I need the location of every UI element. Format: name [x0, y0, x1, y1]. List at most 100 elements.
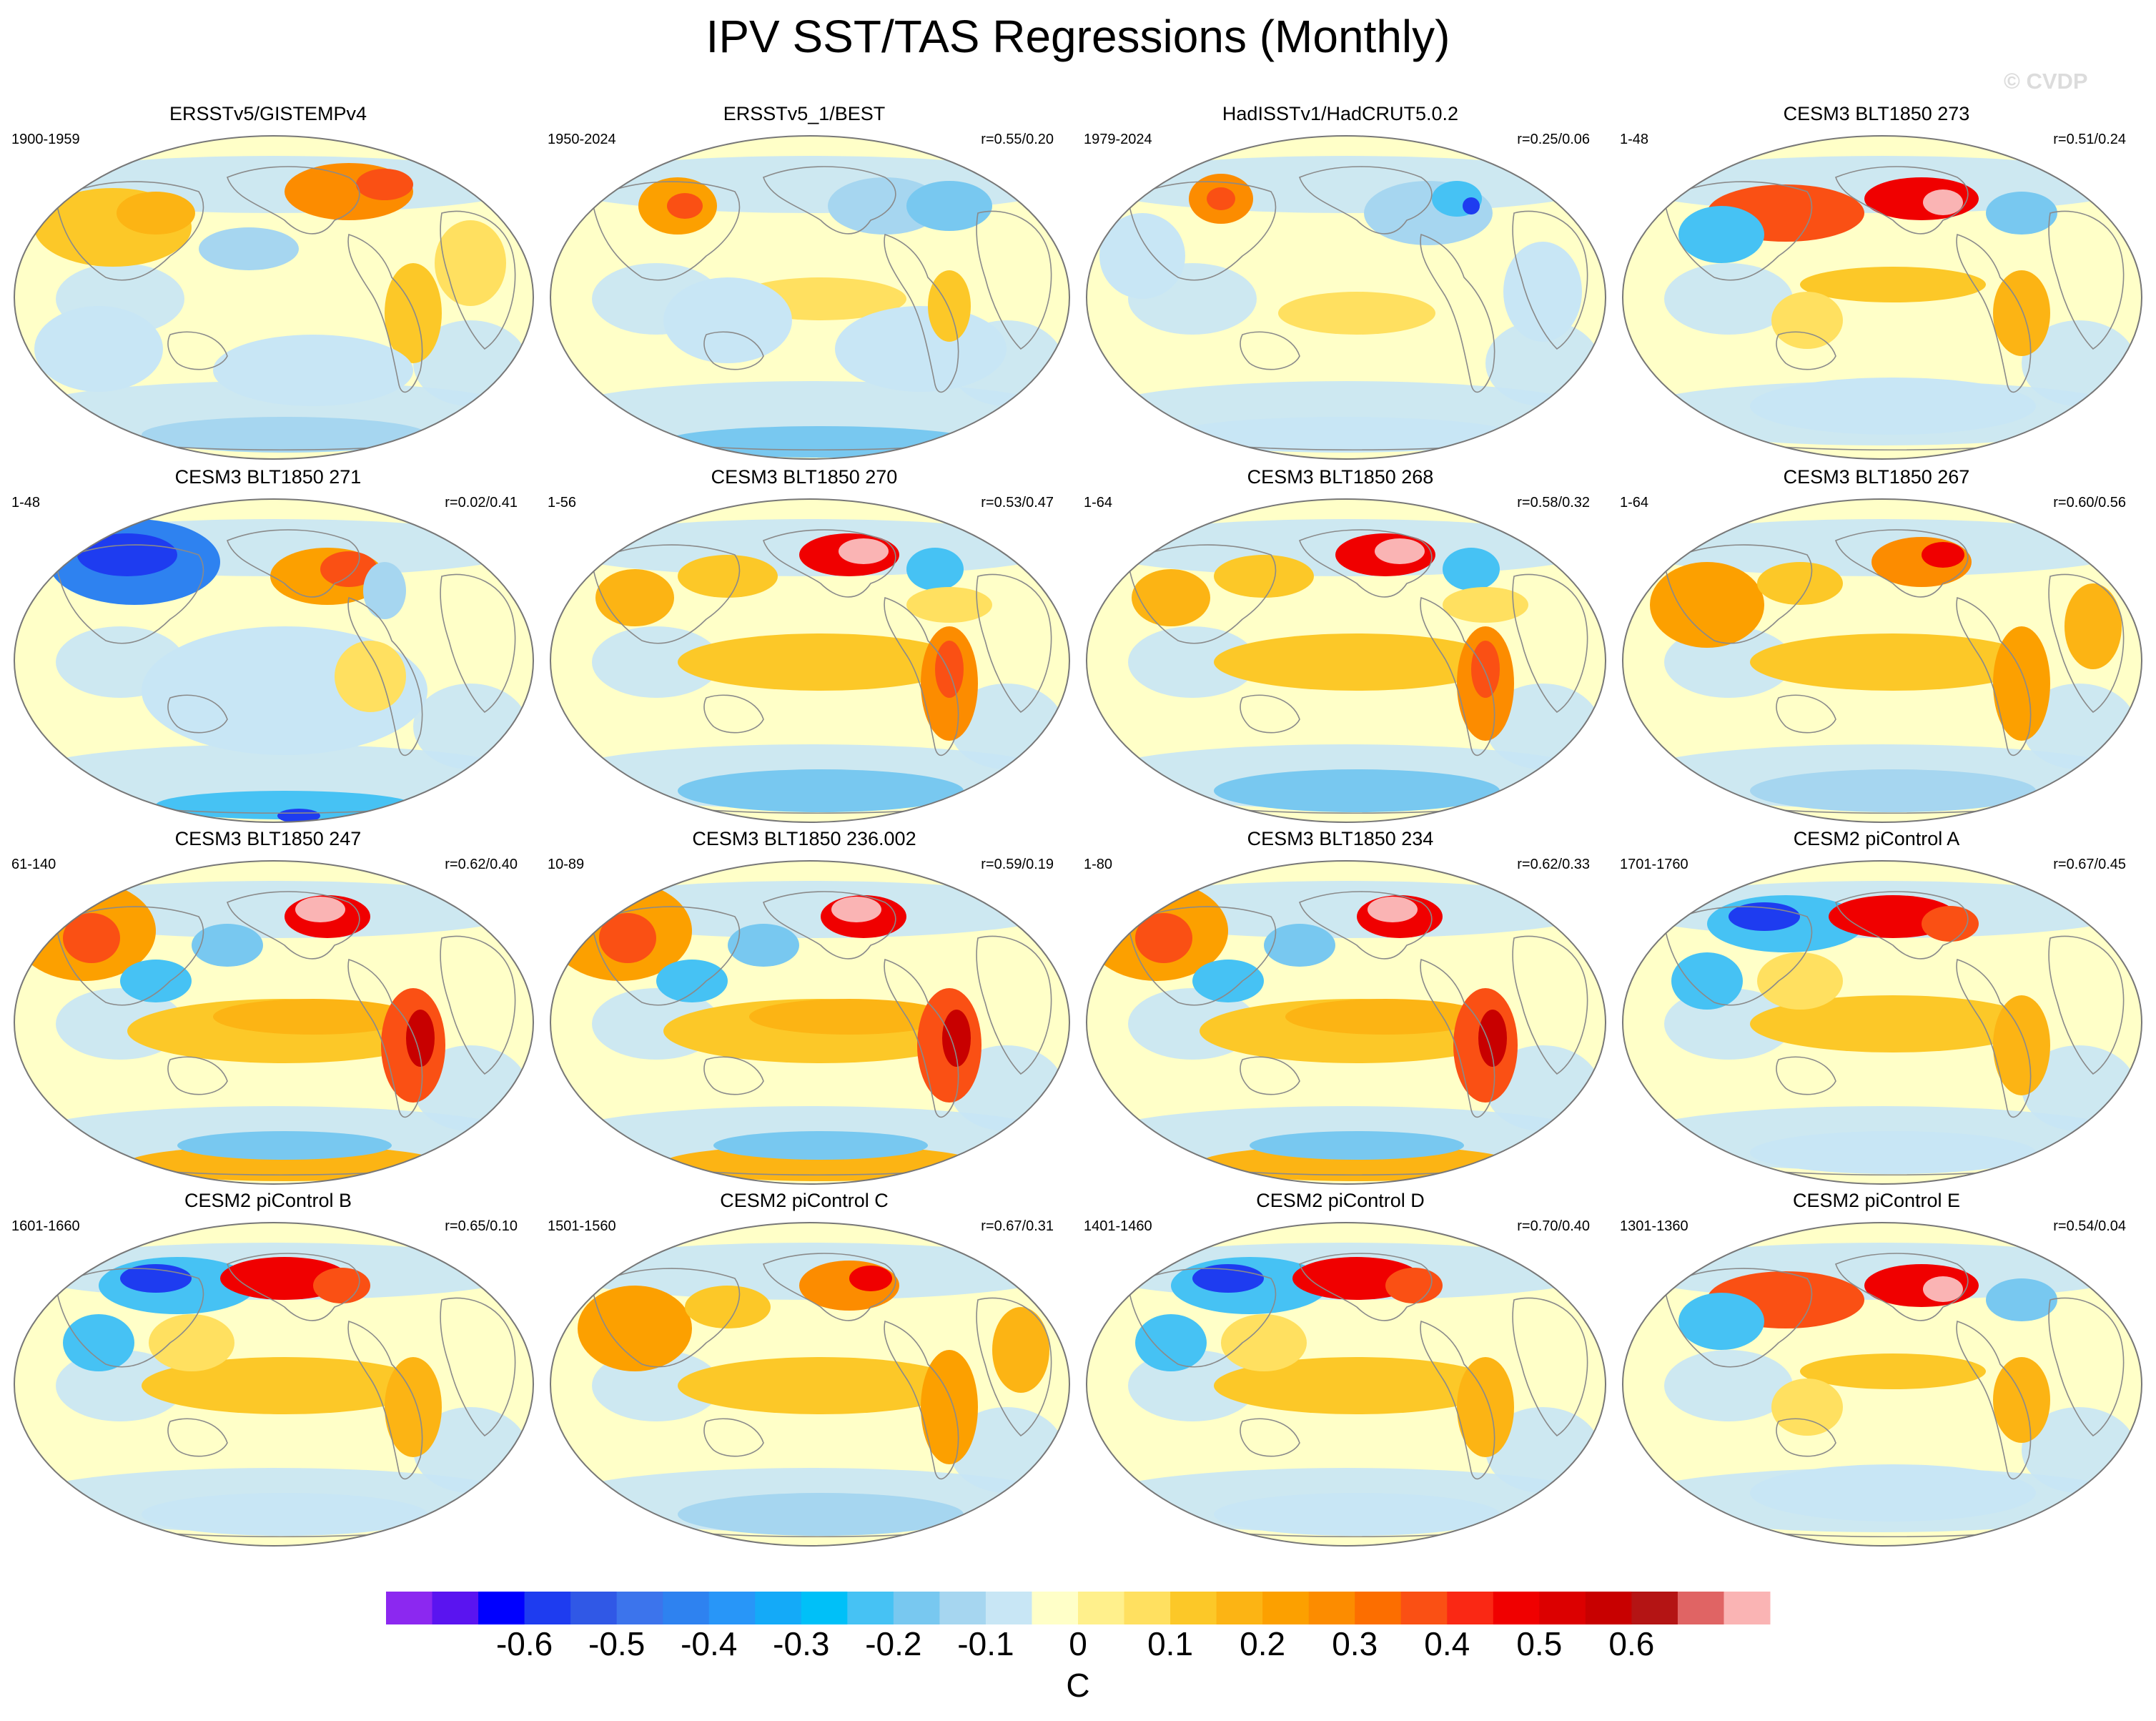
- panel-period: 1950-2024: [548, 132, 616, 147]
- colorbar-swatch: [801, 1592, 848, 1624]
- regression-map: [1622, 860, 2142, 1185]
- anomaly-region: [1221, 1314, 1307, 1371]
- anomaly-region: [363, 562, 406, 619]
- anomaly-region: [656, 960, 728, 1002]
- anomaly-region: [1750, 633, 2036, 691]
- anomaly-region: [828, 177, 942, 235]
- anomaly-region: [385, 1357, 442, 1457]
- coastline: [1835, 529, 1969, 598]
- panel-correlation: r=0.70/0.40: [1517, 1218, 1590, 1234]
- panel-correlation: r=0.65/0.10: [445, 1218, 518, 1234]
- anomaly-region: [678, 633, 964, 691]
- cvdp-watermark: © CVDP: [2004, 69, 2088, 94]
- anomaly-region: [1250, 1131, 1464, 1160]
- anomaly-region: [1171, 417, 1514, 453]
- coastline: [1240, 331, 1300, 370]
- anomaly-region: [120, 1264, 192, 1293]
- anomaly-region: [713, 1131, 928, 1160]
- coastline: [2048, 210, 2125, 350]
- coastline: [440, 935, 516, 1075]
- panel-title: CESM2 piControl D: [1256, 1190, 1425, 1211]
- map-border: [1086, 498, 1606, 823]
- coastline: [763, 1253, 896, 1321]
- coastline: [440, 573, 516, 714]
- panel-correlation: r=0.62/0.33: [1517, 857, 1590, 872]
- anomaly-region: [1671, 952, 1743, 1010]
- anomaly-region: [1443, 548, 1500, 591]
- panel-period: 1701-1760: [1620, 857, 1688, 872]
- anomaly-region: [678, 1493, 964, 1536]
- panel-title: CESM3 BLT1850 271: [174, 466, 362, 488]
- coastline: [167, 694, 228, 734]
- colorbar-swatch: [1585, 1592, 1632, 1624]
- panel-title: CESM3 BLT1850 234: [1247, 828, 1434, 849]
- regression-map: [1086, 860, 1606, 1185]
- colorbar-swatch: [478, 1592, 525, 1624]
- panel-period: 1601-1660: [11, 1218, 80, 1234]
- map-panel: ERSSTv5/GISTEMPv4 1900-1959: [0, 103, 536, 466]
- coastline: [1512, 1297, 1588, 1437]
- panel-correlation: r=0.59/0.19: [981, 857, 1054, 872]
- panel-title: CESM2 piControl C: [720, 1190, 889, 1211]
- anomaly-region: [1993, 626, 2050, 741]
- coastline: [1776, 694, 1836, 734]
- map-border: [1086, 135, 1606, 460]
- regression-map: [1086, 1222, 1606, 1547]
- panel-period: 1-48: [11, 495, 41, 511]
- anomaly-region: [1993, 1357, 2050, 1443]
- anomaly-region: [678, 555, 778, 598]
- coastline: [1776, 1056, 1836, 1095]
- coastline: [1240, 694, 1300, 734]
- colorbar-swatch: [1308, 1592, 1355, 1624]
- coastline: [1299, 166, 1433, 235]
- regression-map: [1622, 1222, 2142, 1547]
- anomaly-region: [595, 569, 674, 626]
- colorbar-tick-label: 0.5: [1516, 1625, 1563, 1662]
- anomaly-region: [117, 192, 195, 235]
- anomaly-region: [667, 193, 703, 219]
- colorbar-swatch: [893, 1592, 940, 1624]
- anomaly-region: [277, 809, 320, 822]
- anomaly-region: [213, 335, 413, 406]
- regression-map: [14, 1222, 534, 1547]
- colorbar-tick-label: 0: [1069, 1625, 1087, 1662]
- regression-map: [1086, 498, 1606, 823]
- anomaly-region: [992, 1307, 1049, 1393]
- anomaly-region: [1678, 206, 1764, 263]
- anomaly-region: [1375, 538, 1425, 564]
- colorbar-swatch: [1539, 1592, 1586, 1624]
- anomaly-region: [839, 538, 889, 564]
- anomaly-region: [1922, 906, 1979, 942]
- anomaly-region: [1757, 952, 1843, 1010]
- anomaly-region: [1385, 1268, 1443, 1303]
- coastline: [1835, 1253, 1969, 1321]
- map-panel: CESM3 BLT1850 270 1-56 r=0.53/0.47: [536, 466, 1072, 829]
- map-panel: HadISSTv1/HadCRUT5.0.2 1979-2024 r=0.25/0.…: [1072, 103, 1608, 466]
- coastline: [440, 1297, 516, 1437]
- coastline: [1776, 331, 1836, 370]
- anomaly-region: [928, 270, 971, 342]
- anomaly-region: [685, 1286, 771, 1328]
- regression-map: [14, 498, 534, 823]
- anomaly-region: [1471, 641, 1500, 698]
- coastline: [1127, 181, 1277, 281]
- coastline: [703, 1056, 764, 1095]
- map-panel: ERSSTv5_1/BEST 1950-2024 r=0.55/0.20: [536, 103, 1072, 466]
- anomaly-region: [199, 227, 299, 270]
- anomaly-region: [1207, 187, 1235, 210]
- coastline: [591, 181, 741, 281]
- coastline: [1240, 1056, 1300, 1095]
- colorbar-tick-label: 0.6: [1608, 1625, 1655, 1662]
- anomaly-region: [906, 181, 992, 231]
- anomaly-region: [1278, 292, 1435, 335]
- panel-period: 1-80: [1084, 857, 1113, 872]
- map-panel: CESM3 BLT1850 273 1-48 r=0.51/0.24: [1608, 103, 2145, 466]
- anomaly-region: [1678, 1293, 1764, 1350]
- anomaly-region: [1993, 270, 2050, 356]
- anomaly-region: [63, 1314, 134, 1371]
- regression-map: [1622, 135, 2142, 460]
- map-border: [1622, 135, 2142, 460]
- regression-map: [14, 135, 534, 460]
- anomaly-region: [1443, 587, 1528, 623]
- coastline: [703, 331, 764, 370]
